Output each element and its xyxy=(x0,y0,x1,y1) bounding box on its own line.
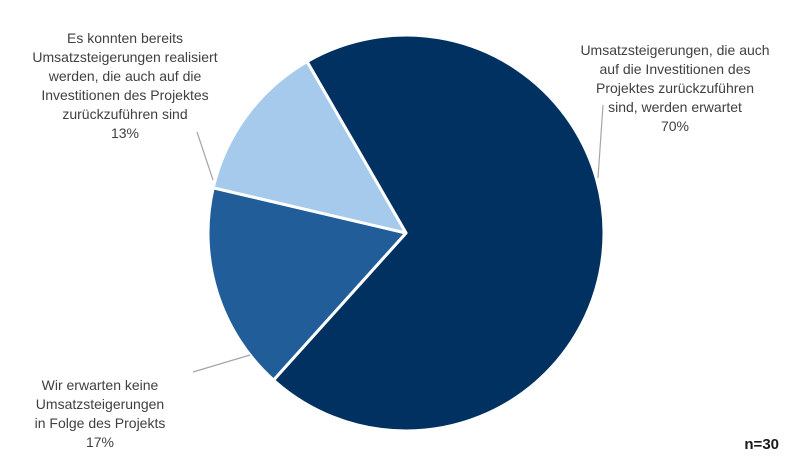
slice-label-1-value: 70% xyxy=(660,118,690,134)
slice-label-3-text: Es konnten bereits Umsatzsteigerungen re… xyxy=(32,30,218,122)
sample-size-note: n=30 xyxy=(744,436,779,453)
slice-label-1: Umsatzsteigerungen, die auch auf die Inv… xyxy=(560,22,790,155)
leader-line-slice-1 xyxy=(597,104,604,179)
slice-label-3: Es konnten bereits Umsatzsteigerungen re… xyxy=(8,10,242,162)
pie-chart xyxy=(192,33,606,433)
pie-slice-3 xyxy=(211,60,408,235)
slice-label-2-text: Wir erwarten keine Umsatzsteigerungen in… xyxy=(34,377,166,431)
leader-line-slice-2 xyxy=(192,354,251,373)
slice-label-2-value: 17% xyxy=(85,434,115,450)
slice-label-3-value: 13% xyxy=(110,125,140,141)
pie-slice-2 xyxy=(206,186,408,382)
leader-line-slice-3 xyxy=(196,131,214,181)
slice-label-1-text: Umsatzsteigerungen, die auch auf die Inv… xyxy=(580,42,770,115)
pie-slices xyxy=(206,33,606,433)
pie-slice-1 xyxy=(272,33,606,433)
leader-lines xyxy=(192,104,604,373)
slice-label-2: Wir erwarten keine Umsatzsteigerungen in… xyxy=(0,357,200,471)
